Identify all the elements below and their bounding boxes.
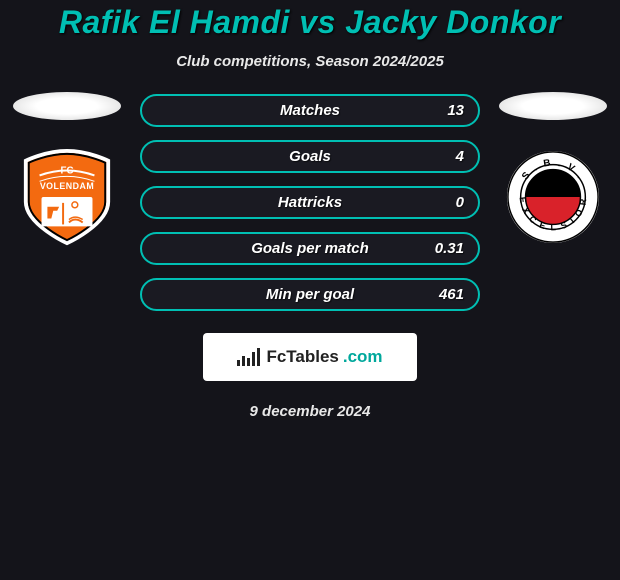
comparison-card: Rafik El Hamdi vs Jacky Donkor Club comp…: [0, 0, 620, 420]
stat-row-min-per-goal: Min per goal 461: [140, 278, 480, 311]
page-title: Rafik El Hamdi vs Jacky Donkor: [0, 4, 620, 41]
stat-label: Goals per match: [142, 240, 478, 257]
stat-label: Min per goal: [142, 286, 478, 303]
stat-value: 0.31: [435, 240, 464, 257]
player-photo-placeholder-left: [13, 92, 121, 120]
right-club-crest: S . B . V . E X C E L S I O R: [504, 148, 602, 246]
svg-text:FC: FC: [60, 165, 73, 176]
stat-value: 461: [439, 286, 464, 303]
stat-label: Matches: [142, 102, 478, 119]
stat-value: 4: [456, 148, 464, 165]
svg-text:VOLENDAM: VOLENDAM: [40, 181, 94, 191]
stat-label: Hattricks: [142, 194, 478, 211]
branding-tld: .com: [343, 347, 383, 367]
branding-name: FcTables: [266, 347, 338, 367]
main-row: FC VOLENDAM Matches 13 Goals 4: [0, 92, 620, 311]
right-side: S . B . V . E X C E L S I O R: [498, 92, 608, 246]
stat-value: 0: [456, 194, 464, 211]
player-photo-placeholder-right: [499, 92, 607, 120]
stats-column: Matches 13 Goals 4 Hattricks 0 Goals per…: [140, 92, 480, 311]
left-club-crest: FC VOLENDAM: [18, 148, 116, 246]
stat-label: Goals: [142, 148, 478, 165]
subtitle: Club competitions, Season 2024/2025: [0, 53, 620, 70]
branding-logo: FcTables.com: [203, 333, 417, 381]
stat-value: 13: [447, 102, 464, 119]
stat-row-goals: Goals 4: [140, 140, 480, 173]
bar-chart-icon: [237, 348, 260, 366]
stat-row-goals-per-match: Goals per match 0.31: [140, 232, 480, 265]
date-text: 9 december 2024: [0, 403, 620, 420]
stat-row-matches: Matches 13: [140, 94, 480, 127]
left-side: FC VOLENDAM: [12, 92, 122, 246]
stat-row-hattricks: Hattricks 0: [140, 186, 480, 219]
